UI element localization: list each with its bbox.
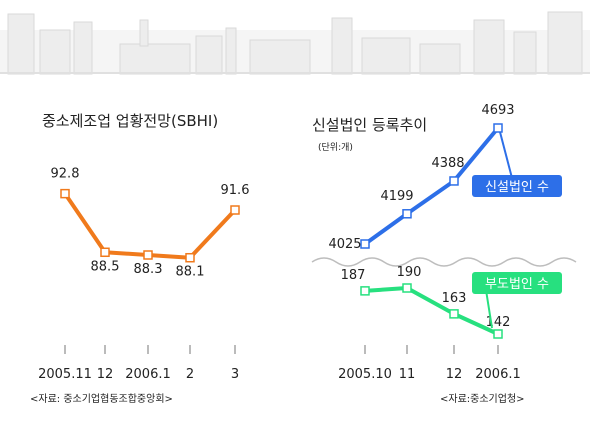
bankrupt-corporations-point <box>360 286 370 296</box>
sbhi-data-label: 88.3 <box>134 262 163 277</box>
bankrupt-corporations-data-label: 163 <box>442 291 467 306</box>
sbhi-data-label: 88.5 <box>91 259 120 274</box>
sbhi-point <box>230 205 240 215</box>
new-corporations-legend-box <box>472 175 562 197</box>
left-x-tick-label: 2006.1 <box>125 367 171 382</box>
left-x-tick-label: 12 <box>97 367 114 382</box>
right-x-tick-label: 2005.10 <box>338 367 392 382</box>
bankrupt-corporations-callout-line <box>485 289 493 329</box>
bankrupt-corporations-point <box>402 283 412 293</box>
new-corporations-line <box>363 126 500 246</box>
new-corporations-data-label: 4388 <box>431 156 464 171</box>
new-corporations-point <box>449 176 459 186</box>
new-corporations-data-label: 4693 <box>481 103 514 118</box>
factory-skyline-decoration <box>0 11 590 75</box>
new-corporations-data-label: 4199 <box>380 189 413 204</box>
sbhi-point <box>185 252 195 263</box>
bankrupt-corporations-legend-label: 부도법인 수 <box>485 277 549 292</box>
left-x-tick-label: 2 <box>186 367 194 382</box>
bankrupt-corporations-data-label: 187 <box>341 268 366 283</box>
left-chart-source: <자료: 중소기업협동조합중앙회> <box>30 392 173 405</box>
bankrupt-corporations-line <box>364 286 499 336</box>
series-divider-wave <box>311 257 577 267</box>
sbhi-point <box>100 247 110 258</box>
sbhi-point <box>143 250 153 260</box>
right-chart-unit: (단위:개) <box>318 142 353 153</box>
sbhi-point <box>60 188 70 199</box>
sbhi-data-label: 88.1 <box>176 265 205 280</box>
right-x-tick-label: 2006.1 <box>475 367 521 382</box>
left-x-tick-label: 3 <box>231 367 239 382</box>
new-corporations-point <box>493 123 503 133</box>
right-chart-title: 신설법인 등록추이 <box>312 116 427 134</box>
left-chart-title: 중소제조업 업황전망(SBHI) <box>42 112 218 130</box>
new-corporations-point <box>402 209 412 219</box>
new-corporations-data-label: 4025 <box>328 237 361 252</box>
new-corporations-legend-label: 신설법인 수 <box>485 180 549 195</box>
bankrupt-corporations-point <box>493 329 503 339</box>
new-corporations-callout-line <box>499 131 513 179</box>
new-corporations-point <box>360 239 370 249</box>
right-x-tick-label: 12 <box>446 367 463 382</box>
left-x-tick-label: 2005.11 <box>38 367 92 382</box>
sbhi-data-label: 92.8 <box>51 167 80 182</box>
bankrupt-corporations-point <box>449 309 459 319</box>
bankrupt-corporations-legend-box <box>472 272 562 294</box>
right-x-tick-label: 11 <box>399 367 416 382</box>
bankrupt-corporations-data-label: 190 <box>397 265 422 280</box>
sbhi-line <box>63 192 237 260</box>
sbhi-data-label: 91.6 <box>221 183 250 198</box>
right-chart-source: <자료:중소기업청> <box>440 392 525 405</box>
